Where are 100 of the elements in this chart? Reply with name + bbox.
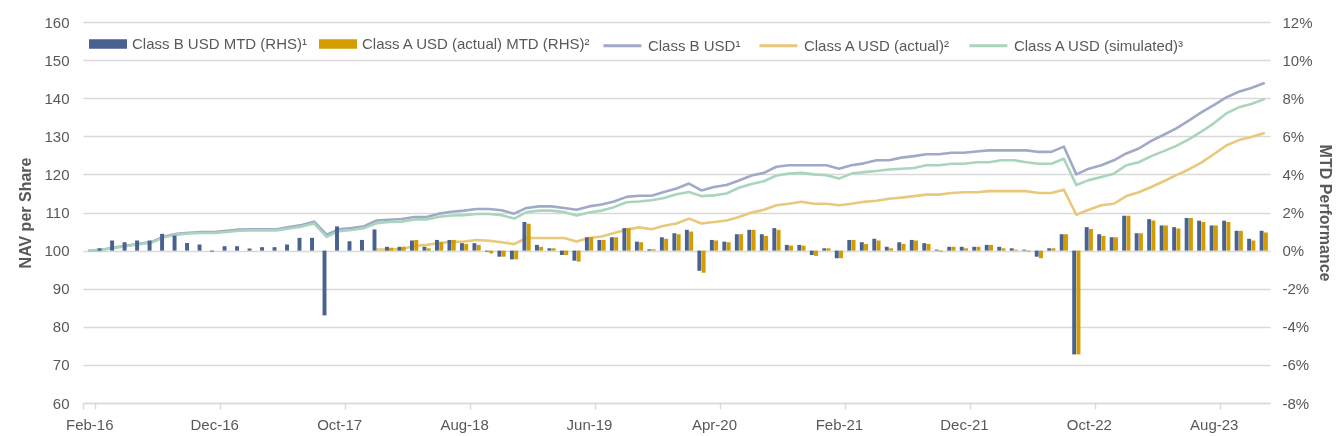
bar <box>1197 220 1202 251</box>
y-tick-label: 70 <box>52 356 70 374</box>
bar <box>247 248 252 251</box>
bar <box>701 250 706 273</box>
bar <box>684 229 689 251</box>
bar <box>751 229 756 251</box>
y-tick-label: 120 <box>44 165 70 183</box>
y2-tick-label: -4% <box>1282 318 1310 336</box>
y2-tick-label: -2% <box>1282 280 1310 298</box>
bar <box>1176 228 1181 251</box>
bar <box>522 222 527 251</box>
bar <box>1184 218 1189 251</box>
bar <box>659 237 664 251</box>
bar <box>847 239 852 251</box>
bar <box>1122 215 1127 251</box>
bar <box>1209 225 1214 251</box>
bar <box>926 243 931 251</box>
x-tick-label: Dec-21 <box>940 415 989 433</box>
bar <box>589 237 594 251</box>
bar <box>722 241 727 251</box>
bar <box>564 250 569 255</box>
bar <box>909 239 914 251</box>
bar <box>472 243 477 251</box>
y-axis-title: NAV per Share <box>17 157 35 269</box>
bar <box>851 239 856 251</box>
bar <box>459 243 464 251</box>
legend-label: Class A USD (actual)² <box>803 36 949 54</box>
bar <box>426 248 431 251</box>
y2-tick-label: 4% <box>1282 165 1305 183</box>
bar <box>826 248 831 251</box>
bar <box>747 229 752 251</box>
bar <box>964 248 968 251</box>
bar <box>584 237 589 251</box>
y-tick-label: 60 <box>52 394 70 412</box>
bar <box>822 248 827 251</box>
y-tick-label: 140 <box>44 89 70 107</box>
bar <box>614 237 619 251</box>
bar <box>759 234 764 251</box>
y2-tick-label: 10% <box>1282 51 1313 69</box>
bar <box>160 233 165 251</box>
bar <box>1151 220 1156 251</box>
bar <box>1113 237 1118 251</box>
bar <box>497 250 502 257</box>
bar <box>709 239 714 251</box>
bar <box>984 244 989 251</box>
y2-tick-label: 6% <box>1282 127 1305 145</box>
bar <box>539 246 544 251</box>
bar <box>1213 225 1218 251</box>
bar <box>1226 222 1231 251</box>
bar <box>1126 215 1131 251</box>
x-tick-label: Feb-21 <box>815 415 864 433</box>
bar <box>876 240 881 251</box>
bar <box>772 228 777 251</box>
bar <box>260 247 264 251</box>
bar <box>434 239 439 251</box>
bar <box>997 246 1002 251</box>
bar <box>197 244 202 251</box>
bar <box>1247 238 1252 251</box>
bar <box>1234 230 1239 251</box>
bar <box>726 242 731 251</box>
bar <box>1064 234 1068 251</box>
bar <box>601 239 606 251</box>
bar <box>385 246 389 251</box>
y2-tick-label: 2% <box>1282 204 1305 221</box>
bar <box>551 248 556 251</box>
bar <box>285 244 289 251</box>
bar <box>360 239 364 251</box>
bar <box>809 250 814 255</box>
bar <box>1051 248 1056 251</box>
bar <box>526 223 531 251</box>
bar <box>135 240 140 251</box>
x-tick-label: Jun-19 <box>566 415 613 433</box>
bar <box>222 246 227 251</box>
bar <box>534 244 539 251</box>
bar <box>464 243 469 251</box>
y-tick-label: 100 <box>44 242 70 260</box>
bar <box>451 239 456 251</box>
bar <box>1009 248 1014 251</box>
x-tick-label: Aug-18 <box>440 415 489 433</box>
y-tick-label: 90 <box>52 280 70 298</box>
bar <box>1263 232 1268 251</box>
bar <box>476 244 481 251</box>
bar <box>947 246 952 251</box>
bar <box>814 250 819 256</box>
bar <box>547 248 552 251</box>
x-tick-label: Dec-16 <box>190 415 239 433</box>
bar <box>797 244 802 251</box>
bar <box>1001 248 1006 251</box>
y2-tick-label: -8% <box>1282 394 1310 412</box>
bar <box>1034 250 1039 257</box>
x-tick-label: Aug-23 <box>1190 415 1239 433</box>
bar <box>734 234 739 251</box>
bar <box>1251 240 1256 251</box>
bar <box>784 244 789 251</box>
bar <box>626 228 631 251</box>
x-tick-label: Oct-22 <box>1066 415 1112 433</box>
bar <box>1188 218 1193 251</box>
legend-label: Class B USD¹ <box>647 36 741 54</box>
bar <box>959 246 964 251</box>
bar <box>1138 233 1143 251</box>
